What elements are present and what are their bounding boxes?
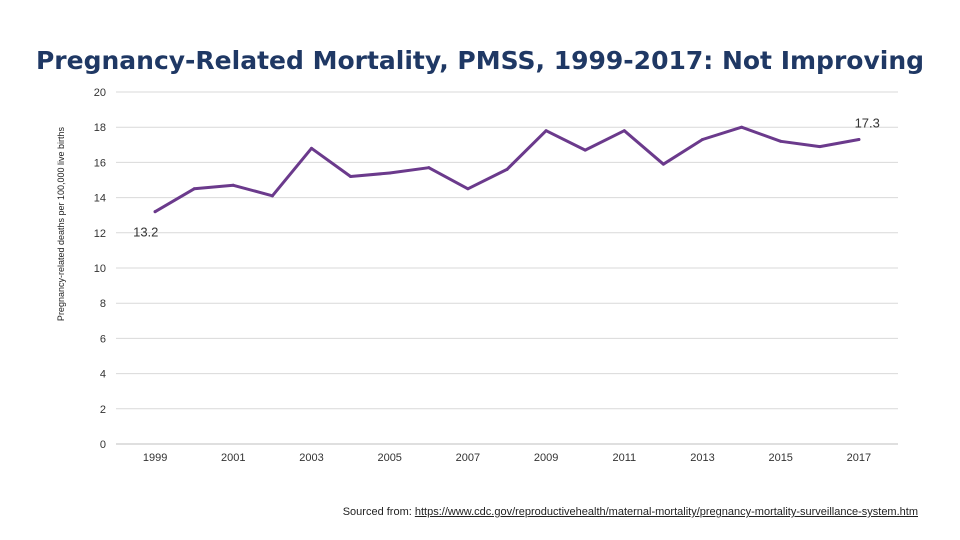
data-point (583, 148, 587, 152)
x-tick-label: 2007 (456, 452, 480, 464)
y-tick-label: 16 (94, 157, 106, 169)
data-point (427, 166, 431, 170)
data-point (310, 146, 313, 150)
data-point (779, 139, 783, 143)
x-tick-label: 2011 (612, 452, 636, 464)
y-tick-label: 6 (100, 333, 106, 345)
data-point (857, 138, 861, 142)
data-point (231, 183, 235, 187)
x-tick-label: 2015 (768, 452, 792, 464)
y-tick-label: 2 (100, 404, 106, 416)
data-label: 17.3 (855, 116, 880, 131)
data-point (192, 187, 196, 191)
y-tick-label: 12 (94, 228, 106, 240)
gridlines (116, 91, 898, 445)
x-tick-label: 2001 (221, 452, 245, 464)
y-tick-label: 8 (100, 298, 106, 310)
y-tick-label: 10 (94, 263, 106, 275)
series-group (153, 125, 861, 214)
y-tick-label: 4 (100, 369, 106, 381)
data-point (701, 138, 704, 142)
data-point (388, 171, 392, 175)
data-point (740, 125, 744, 129)
y-tick-label: 20 (94, 87, 106, 99)
x-tick-label: 2003 (299, 452, 323, 464)
source-note: Sourced from: https://www.cdc.gov/reprod… (343, 506, 918, 518)
data-point (505, 167, 509, 171)
data-point (818, 145, 822, 149)
x-tick-label: 1999 (143, 452, 167, 464)
data-point (466, 187, 470, 191)
source-prefix: Sourced from: (342, 506, 415, 518)
data-labels: 13.2 17.3 (133, 116, 880, 240)
source-link[interactable]: https://www.cdc.gov/reproductivehealth/m… (414, 506, 918, 518)
chart-title: Pregnancy-Related Mortality, PMSS, 1999-… (35, 46, 925, 75)
data-label: 13.2 (133, 225, 158, 240)
data-point (270, 194, 274, 198)
data-point (661, 162, 665, 166)
y-tick-labels: 0 2 4 6 8 10 12 14 16 18 20 (94, 87, 106, 451)
x-tick-label: 2005 (377, 452, 401, 464)
y-tick-label: 0 (100, 439, 106, 451)
y-tick-label: 14 (94, 193, 106, 205)
data-point (349, 174, 353, 178)
y-tick-label: 18 (94, 122, 106, 134)
x-tick-labels: 1999 2001 2003 2005 2007 2009 2011 2013 2015 2017 (143, 452, 871, 464)
data-point (544, 129, 548, 133)
data-point (153, 210, 157, 214)
x-tick-label: 2013 (690, 452, 714, 464)
x-tick-label: 2009 (534, 452, 558, 464)
data-point (622, 129, 626, 133)
x-tick-label: 2017 (847, 452, 871, 464)
